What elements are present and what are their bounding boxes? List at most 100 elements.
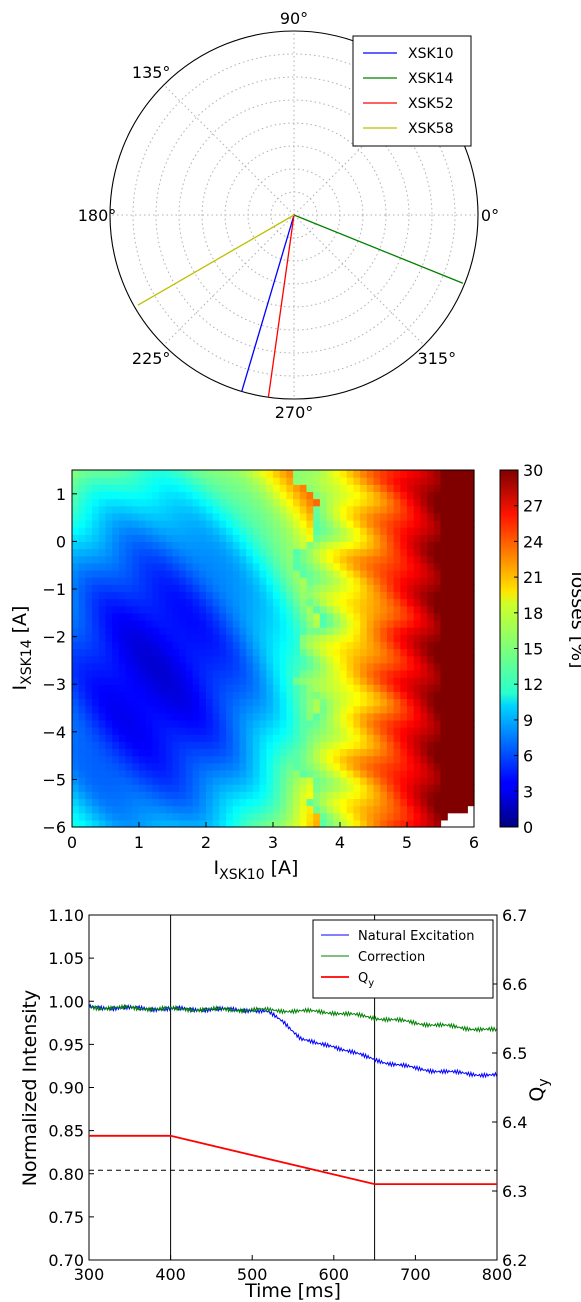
heatmap-cell — [252, 612, 261, 621]
heatmap-cell — [105, 534, 113, 542]
heatmap-cell — [353, 619, 361, 628]
heatmap-cell — [467, 627, 475, 635]
heatmap-cell — [139, 491, 147, 500]
heatmap-cell — [333, 577, 341, 585]
heatmap-cell — [420, 598, 428, 607]
heatmap-cell — [259, 755, 267, 764]
heatmap-cell — [306, 655, 314, 664]
heatmap-cell — [440, 505, 448, 514]
heatmap-cell — [360, 719, 368, 728]
heatmap-cell — [118, 484, 127, 493]
heatmap-cell — [346, 634, 354, 642]
heatmap-cell — [219, 805, 227, 814]
heatmap-cell — [112, 669, 120, 678]
heatmap-cell — [105, 677, 113, 685]
heatmap-cell — [319, 677, 328, 685]
heatmap-cell — [366, 491, 375, 500]
heatmap-cell — [279, 484, 287, 493]
heatmap-cell — [72, 548, 80, 557]
heatmap-cell — [212, 798, 220, 807]
heatmap-cell — [85, 484, 93, 493]
heatmap-cell — [313, 598, 321, 607]
heatmap-cell — [366, 484, 375, 493]
heatmap-cell — [360, 777, 368, 785]
heatmap-cell — [413, 569, 421, 578]
polar-legend-label: XSK10 — [408, 46, 453, 62]
heatmap-cell — [165, 555, 174, 564]
heatmap-cell — [319, 684, 328, 692]
heatmap-cell — [353, 598, 361, 607]
heatmap-cell — [306, 791, 314, 800]
heatmap-cell — [179, 548, 187, 557]
heatmap-cell — [179, 584, 187, 592]
heatmap-cell — [206, 605, 214, 614]
heatmap-cell — [313, 484, 321, 493]
heatmap-cell — [72, 562, 80, 571]
heatmap-cell — [380, 762, 388, 771]
heatmap-cell — [440, 577, 448, 585]
heatmap-cell — [393, 498, 401, 507]
heatmap-cell — [313, 698, 321, 707]
heatmap-cell — [98, 484, 107, 493]
heatmap-cell — [326, 512, 334, 521]
heatmap-cell — [413, 634, 421, 642]
heatmap-cell — [165, 769, 174, 778]
heatmap-cell — [400, 762, 408, 771]
heatmap-cell — [440, 634, 448, 642]
heatmap-cell — [326, 719, 334, 728]
heatmap-cell — [420, 584, 428, 592]
heatmap-cell — [92, 477, 100, 485]
heatmap-cell — [393, 512, 401, 521]
heatmap-cell — [232, 634, 241, 642]
heatmap-cell — [273, 662, 281, 671]
heatmap-cell — [212, 727, 220, 735]
heatmap-cell — [326, 491, 334, 500]
heatmap-x-tick-label: 4 — [335, 833, 345, 852]
heatmap-cell — [319, 712, 328, 721]
heatmap-cell — [413, 598, 421, 607]
heatmap-cell — [386, 662, 395, 671]
heatmap-cell — [279, 548, 287, 557]
heatmap-cell — [400, 784, 408, 792]
heatmap-cell — [226, 505, 234, 514]
heatmap-cell — [172, 591, 180, 600]
heatmap-cell — [165, 634, 174, 642]
heatmap-cell — [139, 769, 147, 778]
heatmap-cell — [132, 498, 140, 507]
heatmap-cell — [333, 541, 341, 550]
heatmap-cell — [373, 669, 381, 678]
heatmap-cell — [192, 719, 200, 728]
heatmap-cell — [98, 662, 107, 671]
heatmap-cell — [219, 705, 227, 714]
heatmap-cell — [413, 505, 421, 514]
heatmap-cell — [413, 491, 421, 500]
heatmap-cell — [407, 534, 415, 542]
heatmap-cell — [246, 662, 254, 671]
heatmap-cell — [299, 777, 308, 785]
heatmap-cell — [360, 598, 368, 607]
heatmap-cell — [232, 755, 241, 764]
heatmap-cell — [440, 627, 448, 635]
heatmap-cell — [447, 634, 455, 642]
heatmap-cell — [400, 584, 408, 592]
heatmap-cell — [420, 634, 428, 642]
heatmap-cell — [212, 555, 220, 564]
heatmap-cell — [460, 662, 468, 671]
heatmap-cell — [306, 470, 314, 478]
heatmap-cell — [172, 634, 180, 642]
heatmap-cell — [152, 555, 160, 564]
heatmap-cell — [380, 605, 388, 614]
heatmap-cell — [453, 619, 462, 628]
heatmap-cell — [447, 562, 455, 571]
heatmap-cell — [299, 812, 308, 821]
heatmap-cell — [152, 505, 160, 514]
heatmap-cell — [393, 791, 401, 800]
heatmap-cell — [286, 627, 294, 635]
heatmap-cell — [306, 684, 314, 692]
heatmap-cell — [279, 755, 287, 764]
heatmap-cell — [206, 784, 214, 792]
heatmap-cell — [125, 591, 133, 600]
heatmap-cell — [427, 777, 435, 785]
heatmap-cell — [92, 569, 100, 578]
heatmap-cell — [199, 741, 207, 750]
